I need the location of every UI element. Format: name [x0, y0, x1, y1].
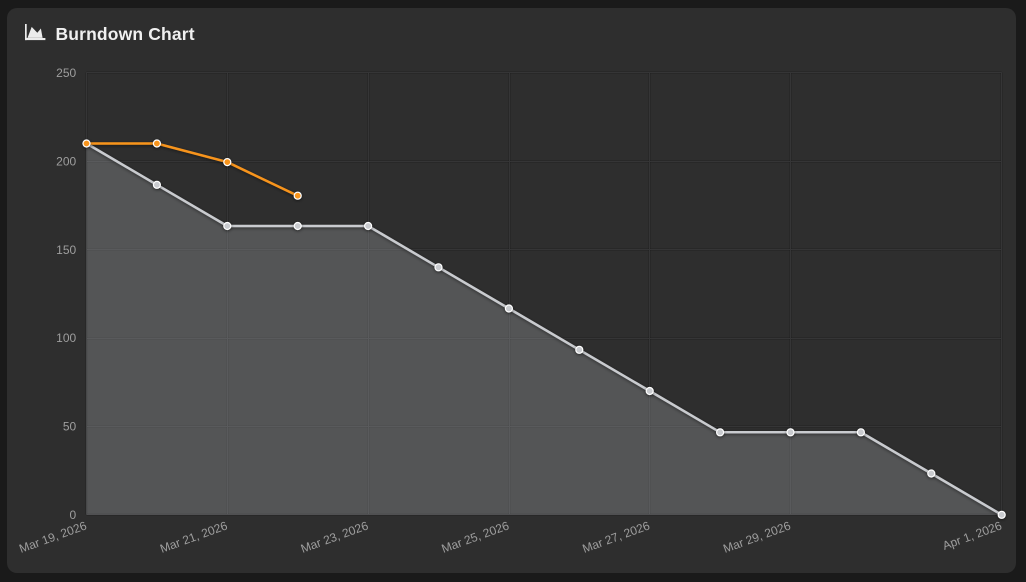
svg-text:200: 200 [56, 154, 76, 168]
svg-text:100: 100 [56, 331, 76, 345]
svg-text:Mar 19, 2026: Mar 19, 2026 [17, 518, 89, 555]
svg-text:Mar 23, 2026: Mar 23, 2026 [299, 518, 371, 555]
svg-text:150: 150 [56, 243, 76, 257]
svg-text:50: 50 [63, 420, 77, 434]
svg-text:Mar 25, 2026: Mar 25, 2026 [440, 518, 512, 555]
svg-text:Mar 29, 2026: Mar 29, 2026 [721, 518, 793, 555]
svg-text:Mar 21, 2026: Mar 21, 2026 [158, 518, 230, 555]
svg-text:250: 250 [56, 66, 76, 80]
svg-text:Mar 27, 2026: Mar 27, 2026 [580, 518, 652, 555]
svg-text:Apr 1, 2026: Apr 1, 2026 [941, 518, 1004, 552]
svg-text:0: 0 [70, 508, 77, 522]
